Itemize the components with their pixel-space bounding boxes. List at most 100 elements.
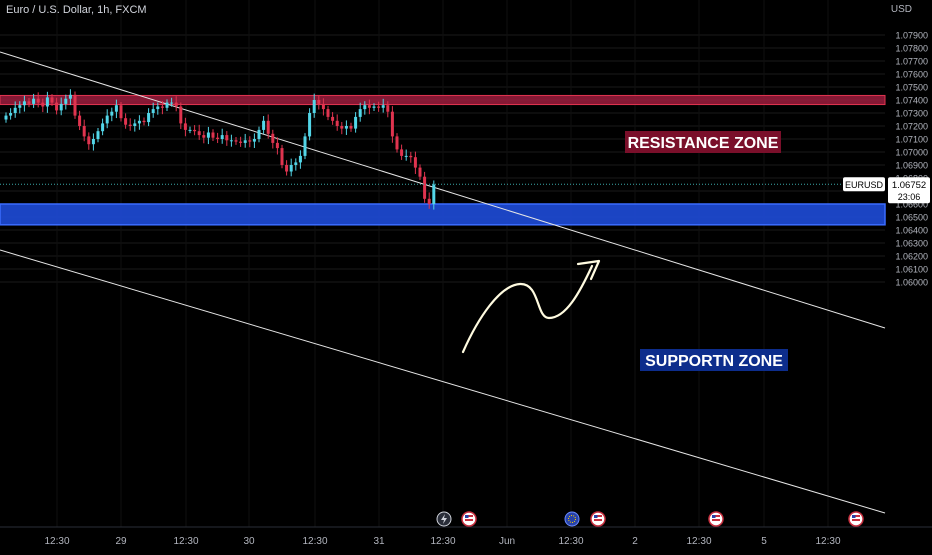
flag-stripe: [852, 519, 860, 521]
candle-body: [248, 140, 252, 142]
candle-body: [91, 139, 95, 145]
y-tick-label: 1.07000: [895, 148, 928, 158]
candle-body: [404, 155, 408, 157]
candle-body: [4, 115, 8, 120]
resistance-zone[interactable]: [0, 94, 886, 106]
candle-body: [179, 106, 183, 124]
candle-body: [197, 131, 201, 136]
candle-body: [9, 113, 13, 116]
candle-body: [128, 124, 132, 126]
candle-body: [349, 126, 353, 129]
support-label-box: [640, 349, 788, 371]
candle-body: [275, 142, 279, 149]
candle-body: [211, 132, 215, 138]
projection-arrow[interactable]: [461, 264, 594, 354]
candle-body: [289, 165, 293, 172]
candle-body: [344, 126, 348, 129]
y-tick-label: 1.07300: [895, 109, 928, 119]
us-flag-event-icon[interactable]: [708, 511, 724, 527]
candle-body: [367, 105, 371, 108]
candle-body: [193, 129, 197, 132]
flag-stripe: [594, 519, 602, 521]
y-tick-label: 1.07800: [895, 44, 928, 54]
candle-body: [151, 109, 155, 113]
flag-canton: [712, 515, 716, 518]
candle-body: [294, 162, 298, 165]
candle-body: [400, 149, 404, 156]
y-tick-label: 1.07600: [895, 70, 928, 80]
symbol-title[interactable]: Euro / U.S. Dollar, 1h, FXCM: [6, 4, 147, 16]
lightning-icon: [441, 514, 447, 524]
candle-body: [45, 97, 49, 107]
candle-body: [22, 101, 26, 106]
y-tick-label: 1.07400: [895, 96, 928, 106]
candle-body: [68, 94, 72, 99]
candle-body: [381, 105, 385, 108]
x-tick-label: 30: [243, 536, 255, 547]
candle-body: [243, 140, 247, 143]
candle-body: [239, 141, 243, 143]
candle-body: [87, 136, 91, 145]
candle-body: [317, 100, 321, 104]
candle-body: [188, 129, 192, 131]
candle-body: [133, 123, 137, 126]
price-tag[interactable]: [888, 177, 930, 204]
channel-lower-line[interactable]: [0, 249, 886, 514]
x-tick-label: 12:30: [44, 536, 69, 547]
candle-body: [312, 100, 316, 113]
candle-body: [257, 129, 261, 139]
candle-body: [101, 123, 105, 132]
candle-body: [423, 176, 427, 199]
channel-upper-line[interactable]: [0, 51, 886, 329]
candle-body: [363, 105, 367, 110]
candle-body: [82, 126, 86, 137]
x-tick-label: 12:30: [686, 536, 711, 547]
flag-stripe: [594, 515, 602, 517]
support-zone[interactable]: [0, 203, 886, 226]
y-tick-label: 1.06600: [895, 200, 928, 210]
x-tick-label: 5: [761, 536, 767, 547]
candle-body: [156, 106, 160, 110]
y-tick-label: 1.07700: [895, 57, 928, 67]
candle-body: [432, 184, 436, 204]
candle-body: [409, 155, 413, 158]
candle-body: [225, 135, 229, 141]
candle-body: [165, 102, 169, 108]
candle-body: [266, 120, 270, 134]
x-tick-label: 12:30: [558, 536, 583, 547]
flag-stripe: [465, 515, 473, 517]
flag-stripe: [712, 515, 720, 517]
candle-body: [220, 135, 224, 139]
candle-body: [114, 105, 118, 112]
lightning-event-icon[interactable]: [436, 511, 452, 527]
flag-canton: [852, 515, 856, 518]
y-tick-label: 1.06400: [895, 226, 928, 236]
candle-body: [298, 155, 302, 163]
x-tick-label: 2: [632, 536, 638, 547]
candle-body: [413, 157, 417, 168]
candle-body: [41, 102, 45, 107]
support-zone-label: SUPPORTN ZONE: [645, 353, 783, 370]
candle-body: [271, 133, 275, 143]
candle-body: [27, 101, 31, 104]
x-tick-label: 31: [373, 536, 385, 547]
us-flag-event-icon[interactable]: [848, 511, 864, 527]
candle-body: [354, 116, 358, 129]
candle-body: [183, 123, 187, 130]
us-flag-event-icon[interactable]: [590, 511, 606, 527]
x-tick-label: 12:30: [302, 536, 327, 547]
eu-flag-event-icon[interactable]: [564, 511, 580, 527]
candle-body: [124, 118, 128, 125]
symbol-tag[interactable]: [843, 177, 885, 192]
y-tick-label: 1.06900: [895, 161, 928, 171]
symbol-tag-label: EURUSD: [845, 180, 884, 190]
candle-body: [372, 106, 376, 108]
candle-body: [418, 167, 422, 177]
candle-body: [50, 97, 54, 103]
candle-body: [216, 137, 220, 139]
flag-canton: [465, 515, 469, 518]
x-tick-label: Jun: [499, 536, 515, 547]
us-flag-event-icon[interactable]: [461, 511, 477, 527]
